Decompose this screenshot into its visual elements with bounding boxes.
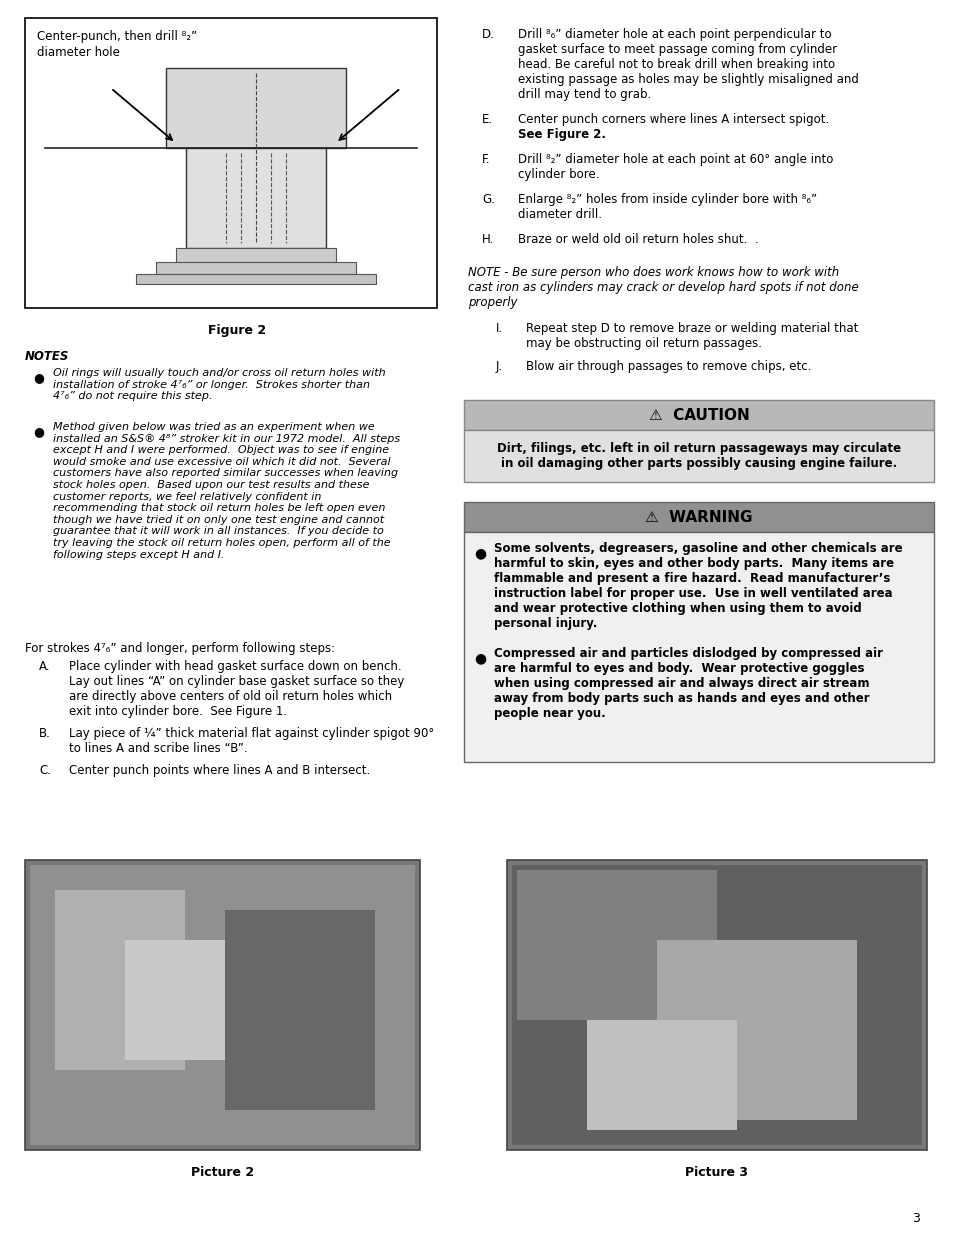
- Bar: [506, 860, 926, 1150]
- Text: Picture 2: Picture 2: [191, 1166, 253, 1179]
- Bar: [186, 148, 325, 248]
- Bar: [30, 864, 415, 1145]
- Bar: [586, 1020, 737, 1130]
- Text: H.: H.: [481, 233, 494, 246]
- Text: NOTES: NOTES: [25, 350, 70, 363]
- Bar: [25, 19, 436, 308]
- Text: Some solvents, degreasers, gasoline and other chemicals are
harmful to skin, eye: Some solvents, degreasers, gasoline and …: [494, 542, 902, 630]
- Text: Center-punch, then drill ⁸₂”: Center-punch, then drill ⁸₂”: [37, 30, 197, 43]
- Text: Figure 2: Figure 2: [208, 324, 266, 337]
- Text: E.: E.: [481, 112, 493, 126]
- Text: Drill ⁸₂” diameter hole at each point at 60° angle into
cylinder bore.: Drill ⁸₂” diameter hole at each point at…: [517, 153, 833, 182]
- Text: Picture 3: Picture 3: [685, 1166, 748, 1179]
- Bar: [55, 890, 185, 1070]
- Bar: [463, 400, 933, 430]
- Text: diameter hole: diameter hole: [37, 46, 120, 59]
- Text: 3: 3: [911, 1212, 919, 1225]
- Text: Enlarge ⁸₂” holes from inside cylinder bore with ⁸₆”
diameter drill.: Enlarge ⁸₂” holes from inside cylinder b…: [517, 193, 817, 221]
- Text: See Figure 2.: See Figure 2.: [517, 128, 605, 141]
- Text: Center punch corners where lines A intersect spigot.: Center punch corners where lines A inter…: [517, 112, 828, 141]
- Bar: [512, 864, 921, 1145]
- Bar: [225, 910, 375, 1110]
- Bar: [166, 68, 345, 148]
- Text: Oil rings will usually touch and/or cross oil return holes with
installation of : Oil rings will usually touch and/or cros…: [53, 368, 385, 401]
- Text: D.: D.: [481, 28, 495, 41]
- Text: ⚠  WARNING: ⚠ WARNING: [644, 510, 752, 525]
- Text: NOTE - Be sure person who does work knows how to work with
cast iron as cylinder: NOTE - Be sure person who does work know…: [468, 266, 858, 309]
- Text: Braze or weld old oil return holes shut.  .: Braze or weld old oil return holes shut.…: [517, 233, 758, 246]
- Bar: [155, 262, 355, 274]
- Text: C.: C.: [39, 764, 51, 777]
- Bar: [135, 274, 375, 284]
- Text: B.: B.: [39, 727, 51, 740]
- Text: Compressed air and particles dislodged by compressed air
are harmful to eyes and: Compressed air and particles dislodged b…: [494, 647, 882, 720]
- Text: ●: ●: [474, 651, 486, 664]
- Text: ●: ●: [474, 546, 486, 559]
- Bar: [657, 940, 856, 1120]
- Text: I.: I.: [496, 322, 502, 335]
- Bar: [175, 248, 335, 262]
- Text: A.: A.: [39, 659, 51, 673]
- Text: ⚠  CAUTION: ⚠ CAUTION: [648, 408, 749, 422]
- Bar: [463, 430, 933, 482]
- Text: Place cylinder with head gasket surface down on bench.
Lay out lines “A” on cyli: Place cylinder with head gasket surface …: [69, 659, 404, 718]
- Text: For strokes 4⁷₆” and longer, perform following steps:: For strokes 4⁷₆” and longer, perform fol…: [25, 642, 335, 655]
- Bar: [463, 501, 933, 532]
- Bar: [125, 940, 225, 1060]
- Text: Lay piece of ¼” thick material flat against cylinder spigot 90°
to lines A and s: Lay piece of ¼” thick material flat agai…: [69, 727, 434, 755]
- Text: F.: F.: [481, 153, 490, 165]
- Text: Method given below was tried as an experiment when we
installed an S&S® 4⁸” stro: Method given below was tried as an exper…: [53, 422, 399, 559]
- Bar: [517, 869, 717, 1020]
- Text: Center punch points where lines A and B intersect.: Center punch points where lines A and B …: [69, 764, 370, 777]
- Text: G.: G.: [481, 193, 495, 206]
- Text: J.: J.: [496, 359, 502, 373]
- Text: Drill ⁸₆” diameter hole at each point perpendicular to
gasket surface to meet pa: Drill ⁸₆” diameter hole at each point pe…: [517, 28, 858, 101]
- Bar: [25, 860, 419, 1150]
- Text: Dirt, filings, etc. left in oil return passageways may circulate
in oil damaging: Dirt, filings, etc. left in oil return p…: [497, 442, 901, 471]
- Text: ●: ●: [33, 370, 44, 384]
- Bar: [463, 532, 933, 762]
- Text: ●: ●: [33, 425, 44, 438]
- Text: Blow air through passages to remove chips, etc.: Blow air through passages to remove chip…: [525, 359, 810, 373]
- Text: Repeat step D to remove braze or welding material that
may be obstructing oil re: Repeat step D to remove braze or welding…: [525, 322, 858, 350]
